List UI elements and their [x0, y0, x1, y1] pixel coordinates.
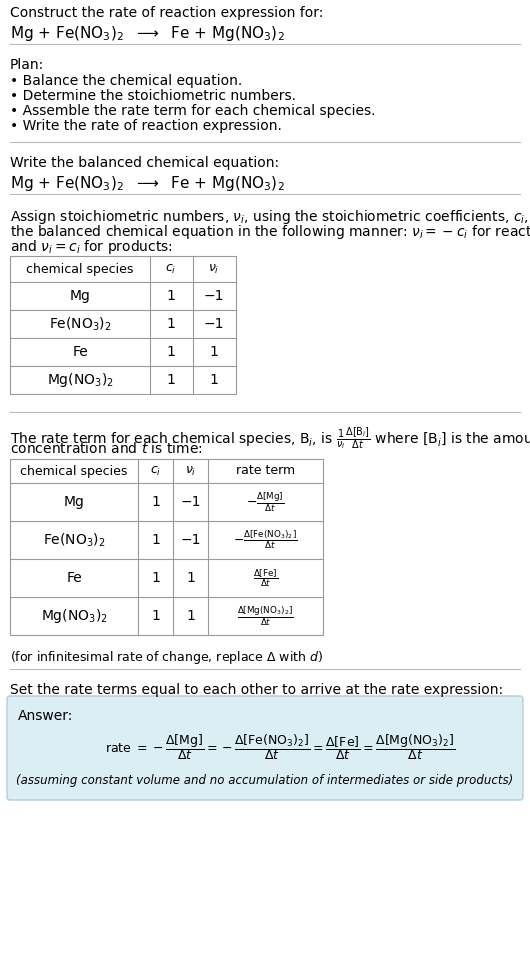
Text: Construct the rate of reaction expression for:: Construct the rate of reaction expressio… [10, 6, 323, 20]
Text: 1: 1 [166, 373, 175, 387]
Text: • Write the rate of reaction expression.: • Write the rate of reaction expression. [10, 119, 282, 133]
Text: Mg(NO$_3$)$_2$: Mg(NO$_3$)$_2$ [40, 607, 108, 625]
Text: $c_i$: $c_i$ [165, 263, 176, 275]
Text: Fe(NO$_3$)$_2$: Fe(NO$_3$)$_2$ [42, 531, 105, 549]
Text: chemical species: chemical species [20, 465, 128, 477]
Text: Write the balanced chemical equation:: Write the balanced chemical equation: [10, 156, 279, 170]
Text: −1: −1 [204, 317, 224, 331]
Text: Assign stoichiometric numbers, $\nu_i$, using the stoichiometric coefficients, $: Assign stoichiometric numbers, $\nu_i$, … [10, 208, 530, 226]
Text: $-\frac{\Delta[\mathrm{Mg}]}{\Delta t}$: $-\frac{\Delta[\mathrm{Mg}]}{\Delta t}$ [246, 490, 285, 513]
Text: Answer:: Answer: [18, 709, 73, 723]
Text: Mg + Fe(NO$_3$)$_2$  $\longrightarrow$  Fe + Mg(NO$_3$)$_2$: Mg + Fe(NO$_3$)$_2$ $\longrightarrow$ Fe… [10, 174, 285, 193]
Bar [10, 459, 323, 635]
Text: rate $= -\dfrac{\Delta[\mathrm{Mg}]}{\Delta t} = -\dfrac{\Delta[\mathrm{Fe(NO_3): rate $= -\dfrac{\Delta[\mathrm{Mg}]}{\De… [105, 732, 455, 762]
Text: Mg + Fe(NO$_3$)$_2$  $\longrightarrow$  Fe + Mg(NO$_3$)$_2$: Mg + Fe(NO$_3$)$_2$ $\longrightarrow$ Fe… [10, 24, 285, 43]
Text: • Determine the stoichiometric numbers.: • Determine the stoichiometric numbers. [10, 89, 296, 103]
Text: rate term: rate term [236, 465, 295, 477]
Text: $\frac{\Delta[\mathrm{Mg(NO_3)_2}]}{\Delta t}$: $\frac{\Delta[\mathrm{Mg(NO_3)_2}]}{\Del… [237, 604, 294, 628]
Text: 1: 1 [186, 609, 195, 623]
Text: Fe(NO$_3$)$_2$: Fe(NO$_3$)$_2$ [49, 315, 111, 333]
Text: $c_i$: $c_i$ [150, 465, 161, 477]
Text: $\nu_i$: $\nu_i$ [208, 263, 220, 275]
Text: the balanced chemical equation in the following manner: $\nu_i = -c_i$ for react: the balanced chemical equation in the fo… [10, 223, 530, 241]
Text: 1: 1 [209, 373, 218, 387]
Text: $\nu_i$: $\nu_i$ [185, 465, 196, 477]
Text: 1: 1 [166, 345, 175, 359]
Text: 1: 1 [209, 345, 218, 359]
Text: 1: 1 [151, 609, 160, 623]
Text: 1: 1 [166, 317, 175, 331]
Text: Mg(NO$_3$)$_2$: Mg(NO$_3$)$_2$ [47, 371, 113, 389]
Text: chemical species: chemical species [26, 263, 134, 275]
Text: Fe: Fe [72, 345, 88, 359]
FancyBboxPatch shape [7, 696, 523, 800]
Text: $\frac{\Delta[\mathrm{Fe}]}{\Delta t}$: $\frac{\Delta[\mathrm{Fe}]}{\Delta t}$ [253, 567, 278, 589]
Text: • Balance the chemical equation.: • Balance the chemical equation. [10, 74, 242, 88]
Text: Set the rate terms equal to each other to arrive at the rate expression:: Set the rate terms equal to each other t… [10, 683, 503, 697]
Text: 1: 1 [166, 289, 175, 303]
Text: −1: −1 [180, 495, 201, 509]
Text: and $\nu_i = c_i$ for products:: and $\nu_i = c_i$ for products: [10, 238, 173, 256]
Text: 1: 1 [186, 571, 195, 585]
Text: (for infinitesimal rate of change, replace Δ with $d$): (for infinitesimal rate of change, repla… [10, 649, 323, 666]
Text: concentration and $t$ is time:: concentration and $t$ is time: [10, 441, 202, 456]
Text: Mg: Mg [64, 495, 84, 509]
Text: • Assemble the rate term for each chemical species.: • Assemble the rate term for each chemic… [10, 104, 375, 118]
Text: $-\frac{\Delta[\mathrm{Fe(NO_3)_2}]}{\Delta t}$: $-\frac{\Delta[\mathrm{Fe(NO_3)_2}]}{\De… [233, 529, 298, 551]
Text: 1: 1 [151, 495, 160, 509]
Text: Plan:: Plan: [10, 58, 44, 72]
Text: The rate term for each chemical species, B$_i$, is $\frac{1}{\nu_i}\frac{\Delta[: The rate term for each chemical species,… [10, 426, 530, 452]
Text: Mg: Mg [69, 289, 91, 303]
Text: Fe: Fe [66, 571, 82, 585]
Text: −1: −1 [180, 533, 201, 547]
Bar [10, 256, 236, 394]
Text: 1: 1 [151, 571, 160, 585]
Text: 1: 1 [151, 533, 160, 547]
Text: (assuming constant volume and no accumulation of intermediates or side products): (assuming constant volume and no accumul… [16, 774, 514, 787]
Text: −1: −1 [204, 289, 224, 303]
